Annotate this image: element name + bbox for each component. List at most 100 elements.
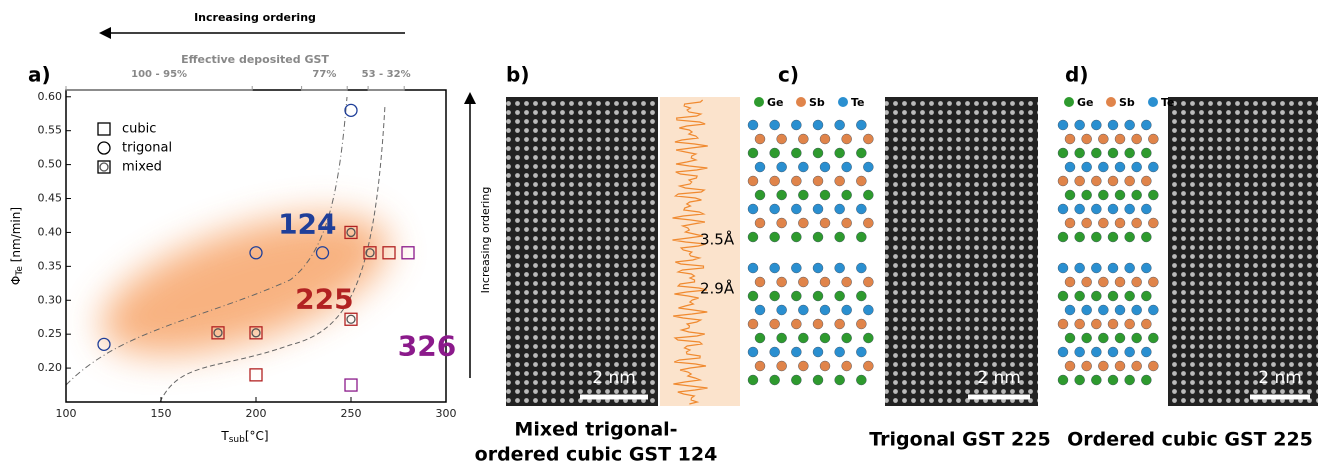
marker-square	[402, 247, 414, 259]
atom	[1098, 134, 1108, 144]
atom	[813, 319, 823, 329]
atom	[856, 375, 866, 385]
atom	[755, 218, 765, 228]
atom	[1141, 375, 1151, 385]
atom	[863, 218, 873, 228]
atom	[1108, 375, 1118, 385]
atom	[813, 375, 823, 385]
marker-circle	[98, 338, 110, 350]
atom	[1075, 232, 1085, 242]
atom	[813, 263, 823, 273]
atom	[820, 305, 830, 315]
atom	[1108, 263, 1118, 273]
atom	[1115, 305, 1125, 315]
atom	[791, 148, 801, 158]
atom	[842, 134, 852, 144]
atom	[1141, 347, 1151, 357]
atom	[1148, 277, 1158, 287]
atom	[813, 120, 823, 130]
atom	[863, 162, 873, 172]
atom	[1132, 305, 1142, 315]
atom	[1115, 190, 1125, 200]
marker-circle	[98, 142, 110, 154]
atom	[1075, 347, 1085, 357]
panel-label: d)	[1065, 63, 1088, 87]
annotation: 124	[278, 208, 336, 241]
atom	[835, 291, 845, 301]
atom	[1058, 347, 1068, 357]
atom	[755, 190, 765, 200]
atom	[791, 291, 801, 301]
top-arrow-label: Increasing ordering	[194, 11, 316, 24]
atom-legend-dot	[796, 97, 806, 107]
marker-circle	[100, 163, 108, 171]
marker-square	[250, 369, 262, 381]
atom	[863, 305, 873, 315]
atom	[777, 218, 787, 228]
atom	[1141, 319, 1151, 329]
atom	[1148, 190, 1158, 200]
atom	[791, 232, 801, 242]
atom	[1091, 120, 1101, 130]
hrtem-image	[885, 97, 1038, 406]
atom	[863, 277, 873, 287]
panel-label: b)	[506, 63, 529, 87]
atom	[1141, 148, 1151, 158]
atom	[798, 218, 808, 228]
atom	[1075, 120, 1085, 130]
atom	[798, 305, 808, 315]
atom	[1091, 375, 1101, 385]
atom	[1058, 232, 1068, 242]
atom	[798, 162, 808, 172]
legend-label: trigonal	[122, 141, 172, 156]
atom	[835, 204, 845, 214]
atom	[1125, 176, 1135, 186]
atom	[791, 204, 801, 214]
y-tick-label: 0.60	[38, 90, 63, 103]
atom	[1065, 134, 1075, 144]
atom	[820, 218, 830, 228]
atom	[770, 204, 780, 214]
atom	[842, 162, 852, 172]
y-tick-label: 0.50	[38, 158, 63, 171]
atom	[1125, 204, 1135, 214]
atom	[1058, 148, 1068, 158]
atom	[1148, 218, 1158, 228]
atom	[1115, 162, 1125, 172]
atom	[1098, 218, 1108, 228]
scale-bar-label: 2 nm	[1258, 368, 1302, 388]
marker-circle	[345, 104, 357, 116]
atom	[1065, 333, 1075, 343]
atom	[798, 277, 808, 287]
atom	[842, 190, 852, 200]
x-tick-label: 200	[246, 407, 267, 420]
atom	[842, 277, 852, 287]
atom	[1091, 291, 1101, 301]
atom	[1125, 120, 1135, 130]
atom	[1058, 291, 1068, 301]
atom	[1065, 162, 1075, 172]
atom	[1058, 319, 1068, 329]
y-tick-label: 0.40	[38, 225, 63, 238]
atom	[755, 277, 765, 287]
atom	[748, 232, 758, 242]
atom	[755, 162, 765, 172]
atom	[770, 291, 780, 301]
atom	[1065, 305, 1075, 315]
marker-square	[345, 379, 357, 391]
atom	[1058, 375, 1068, 385]
atom	[820, 162, 830, 172]
atom	[748, 176, 758, 186]
y-tick-label: 0.20	[38, 361, 63, 374]
atom	[1148, 305, 1158, 315]
atom	[770, 120, 780, 130]
atom	[1115, 277, 1125, 287]
atom	[748, 263, 758, 273]
atom	[1132, 190, 1142, 200]
atom	[1075, 176, 1085, 186]
atom	[798, 361, 808, 371]
atom	[770, 176, 780, 186]
atom-legend-label: Te	[1161, 96, 1175, 109]
scale-bar-label: 2 nm	[977, 368, 1021, 388]
